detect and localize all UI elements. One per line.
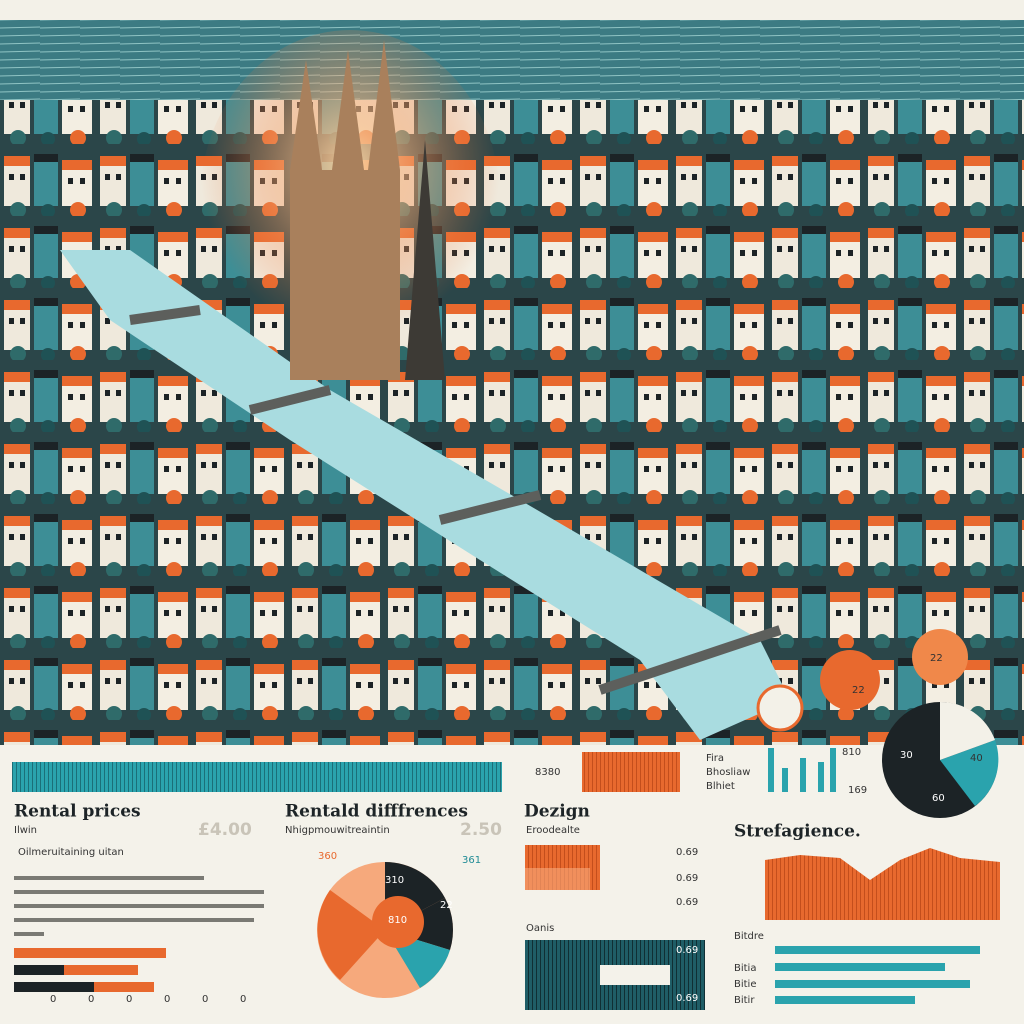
tick: 0 [88,994,94,1005]
tick: 0 [202,994,208,1005]
river [60,250,790,740]
heart-badge [756,684,804,732]
group-label: Bitdre [734,931,764,942]
value: 0.69 [676,873,698,884]
title: Rental prices [14,802,141,822]
pie-label: 310 [385,875,404,886]
tick: 0 [50,994,56,1005]
chart-label: 810 [842,747,861,758]
pie-slice [940,701,995,760]
bar [14,948,166,958]
bar [14,965,138,975]
bridges [129,305,782,695]
pie-center-label: 810 [388,915,407,926]
tick: 0 [126,994,132,1005]
bar [14,965,64,975]
cathedral [290,40,445,380]
title: Strefagience. [734,822,861,842]
bubble [820,650,880,710]
title: Rentald difffrences [285,802,468,822]
pie-center [372,896,424,948]
legend: Fira [706,753,724,764]
header-badge: 8380 [535,767,560,778]
header-bar [12,762,502,792]
pie-slice [940,740,999,806]
group-label: Oanis [526,923,554,934]
bar-gap [600,965,670,985]
caption: Oilmeruitaining uitan [18,847,124,858]
legend: Bhosliaw [706,767,750,778]
subtitle: Ilwin [14,825,37,836]
legend: Bitir [734,995,755,1006]
pie-label: 361 [462,855,481,866]
text-lines [14,876,264,936]
pie-label: 60 [932,793,945,804]
legend: Bitie [734,979,757,990]
chart-label: 169 [848,785,867,796]
area [765,848,1000,920]
legend: Bitia [734,963,756,974]
title: Dezign [524,802,590,822]
bubble-label: 22 [852,685,865,696]
tick: 0 [240,994,246,1005]
pie-label: 30 [900,750,913,761]
value: 2.50 [460,820,502,840]
city [0,100,1024,745]
header-chart [582,752,680,792]
value: 0.69 [676,897,698,908]
pie-label: 22 [440,900,453,911]
pie-slice [317,890,385,980]
donut-label: 22 [930,653,943,664]
bars [775,946,980,1004]
mini-bars [768,748,836,792]
subtitle: Nhigpmouwitreaintin [285,825,390,836]
subtitle: Eroodealte [526,825,580,836]
bar [14,982,94,992]
value: £4.00 [198,820,252,840]
value: 0.69 [676,847,698,858]
value: 0.69 [676,993,698,1004]
value: 0.69 [676,945,698,956]
pie-label: 40 [970,753,983,764]
pie-label: 360 [318,851,337,862]
tick: 0 [164,994,170,1005]
donut [912,629,968,685]
bar [525,868,590,890]
legend: Blhiet [706,781,735,792]
